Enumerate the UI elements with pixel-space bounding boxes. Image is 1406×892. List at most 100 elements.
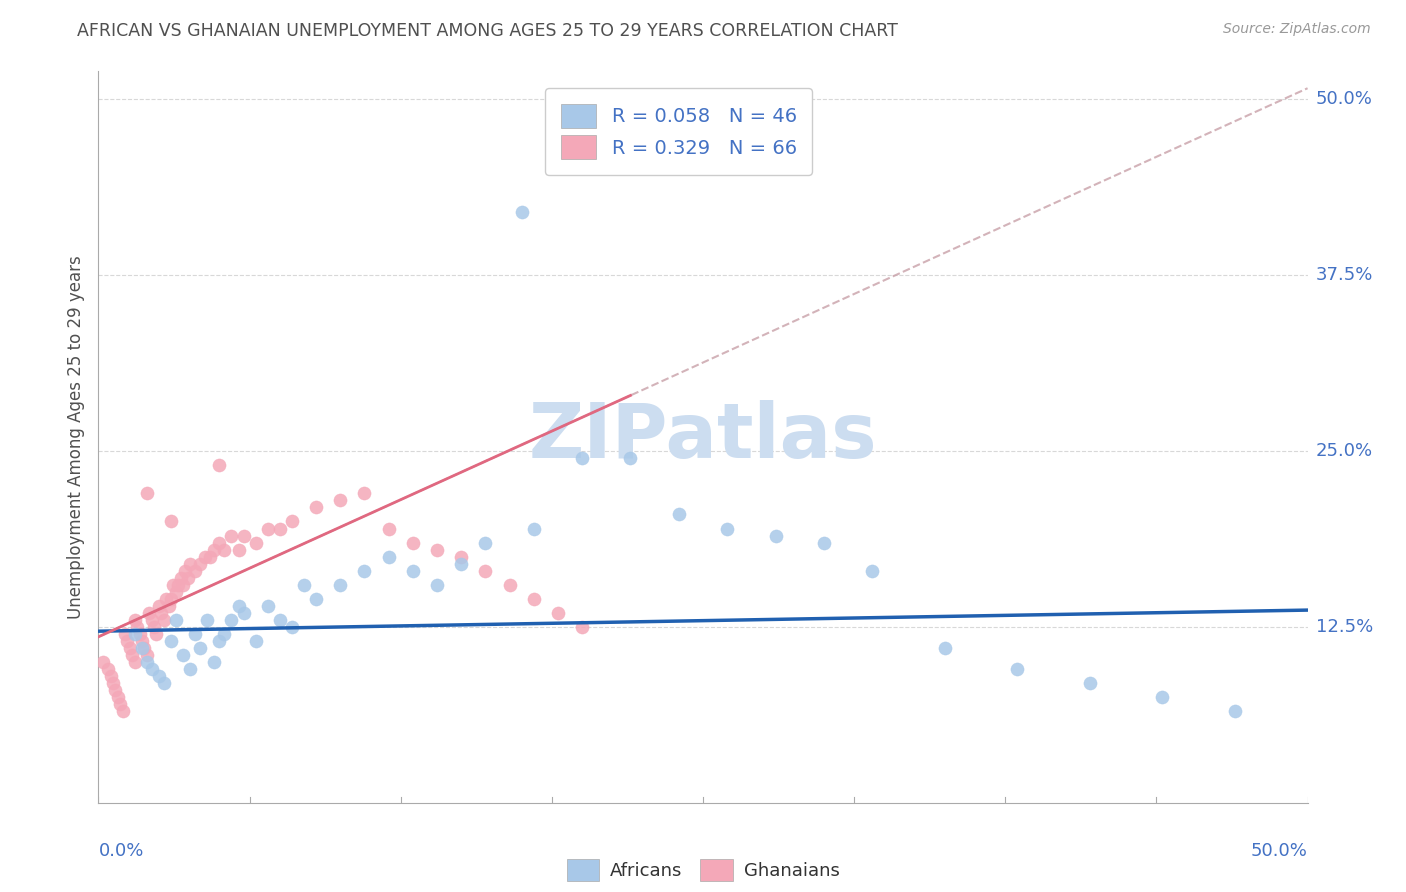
Point: [121, 648, 143, 662]
Point: [571, 620, 593, 634]
Point: [135, 648, 157, 662]
Point: [245, 535, 267, 549]
Point: [114, 627, 136, 641]
Point: [523, 591, 546, 606]
Point: [162, 578, 184, 592]
Point: [813, 535, 835, 549]
Point: [177, 571, 200, 585]
Text: Source: ZipAtlas.com: Source: ZipAtlas.com: [1223, 22, 1371, 37]
Text: 0.0%: 0.0%: [98, 842, 143, 860]
Point: [228, 542, 250, 557]
Point: [934, 641, 956, 656]
Point: [165, 613, 187, 627]
Point: [377, 521, 399, 535]
Point: [160, 634, 183, 648]
Point: [232, 606, 254, 620]
Point: [450, 549, 472, 564]
Point: [165, 584, 187, 599]
Point: [329, 578, 352, 592]
Text: 25.0%: 25.0%: [1316, 442, 1374, 460]
Point: [204, 542, 226, 557]
Point: [138, 606, 160, 620]
Point: [184, 564, 207, 578]
Legend: Africans, Ghanaians: Africans, Ghanaians: [560, 852, 846, 888]
Point: [148, 599, 170, 613]
Point: [860, 564, 883, 578]
Point: [353, 486, 375, 500]
Point: [765, 528, 787, 542]
Point: [402, 564, 425, 578]
Point: [172, 648, 194, 662]
Point: [245, 634, 267, 648]
Point: [269, 521, 291, 535]
Point: [716, 521, 738, 535]
Point: [208, 535, 231, 549]
Point: [124, 627, 146, 641]
Point: [194, 549, 217, 564]
Point: [108, 698, 131, 712]
Text: 50.0%: 50.0%: [1316, 90, 1372, 109]
Point: [212, 627, 235, 641]
Point: [91, 655, 114, 669]
Text: AFRICAN VS GHANAIAN UNEMPLOYMENT AMONG AGES 25 TO 29 YEARS CORRELATION CHART: AFRICAN VS GHANAIAN UNEMPLOYMENT AMONG A…: [77, 22, 898, 40]
Point: [135, 486, 157, 500]
Point: [131, 634, 153, 648]
Point: [104, 683, 127, 698]
Point: [172, 578, 194, 592]
Point: [523, 521, 546, 535]
Point: [143, 620, 166, 634]
Text: ZIPatlas: ZIPatlas: [529, 401, 877, 474]
Point: [135, 655, 157, 669]
Point: [221, 528, 243, 542]
Point: [134, 641, 156, 656]
Point: [256, 521, 278, 535]
Point: [498, 578, 520, 592]
Point: [292, 578, 315, 592]
Text: 37.5%: 37.5%: [1316, 267, 1374, 285]
Point: [305, 591, 328, 606]
Point: [547, 606, 569, 620]
Point: [148, 669, 170, 683]
Point: [204, 655, 226, 669]
Point: [571, 451, 593, 466]
Point: [195, 613, 218, 627]
Point: [668, 508, 690, 522]
Point: [118, 641, 141, 656]
Point: [450, 557, 472, 571]
Point: [150, 606, 173, 620]
Point: [1152, 690, 1174, 705]
Point: [174, 564, 197, 578]
Point: [377, 549, 399, 564]
Point: [402, 535, 425, 549]
Point: [155, 591, 177, 606]
Point: [179, 662, 201, 676]
Point: [198, 549, 221, 564]
Point: [97, 662, 120, 676]
Point: [131, 641, 153, 656]
Point: [353, 564, 375, 578]
Point: [256, 599, 278, 613]
Point: [152, 676, 174, 690]
Point: [128, 627, 150, 641]
Point: [1223, 705, 1246, 719]
Point: [141, 662, 163, 676]
Point: [281, 515, 304, 529]
Point: [100, 669, 122, 683]
Point: [329, 493, 352, 508]
Point: [152, 613, 174, 627]
Point: [111, 705, 134, 719]
Point: [127, 620, 149, 634]
Point: [212, 542, 235, 557]
Point: [160, 515, 183, 529]
Point: [619, 451, 641, 466]
Point: [179, 557, 201, 571]
Point: [169, 571, 191, 585]
Point: [232, 528, 254, 542]
Point: [107, 690, 129, 705]
Point: [474, 535, 496, 549]
Point: [426, 542, 449, 557]
Point: [474, 564, 496, 578]
Point: [208, 458, 231, 473]
Point: [167, 578, 190, 592]
Point: [281, 620, 304, 634]
